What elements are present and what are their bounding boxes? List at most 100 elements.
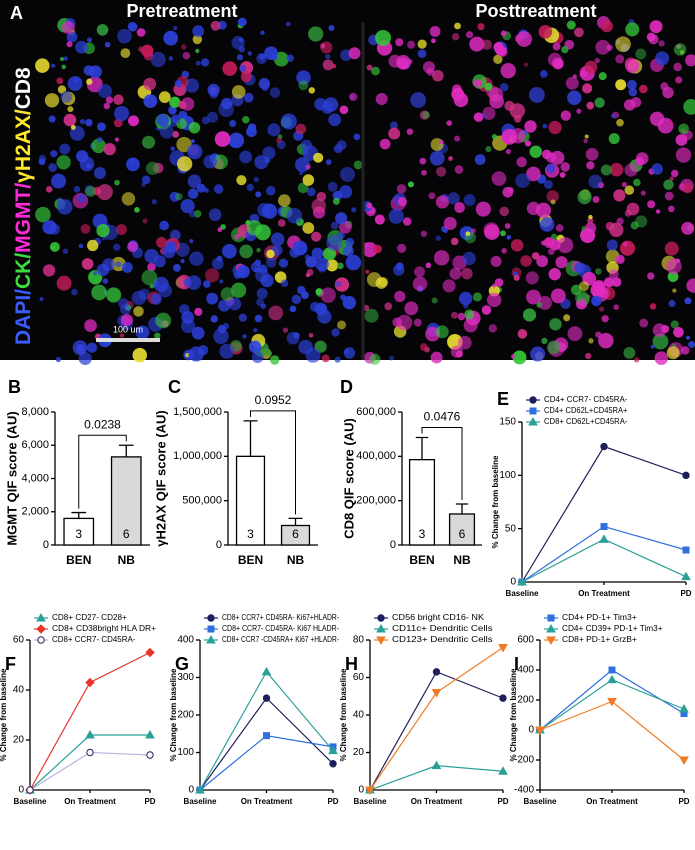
point xyxy=(600,442,608,451)
cell xyxy=(321,354,330,363)
y-tick-label: 80 xyxy=(353,635,365,646)
y-axis-label: CD8 QIF score (AU) xyxy=(341,418,356,539)
cell xyxy=(548,120,562,135)
cell xyxy=(343,347,356,359)
cell xyxy=(168,105,177,115)
image-title: Posttreatment xyxy=(475,1,596,21)
cell xyxy=(321,102,334,114)
cell xyxy=(266,350,272,357)
cell xyxy=(174,79,183,88)
cell xyxy=(170,146,176,152)
x-tick-label: PD xyxy=(327,797,338,806)
cell xyxy=(62,248,69,254)
cell xyxy=(566,20,576,30)
point xyxy=(263,732,270,740)
cell xyxy=(233,142,238,147)
cell xyxy=(500,83,509,92)
cell xyxy=(588,174,603,189)
cell xyxy=(672,288,677,293)
cell xyxy=(113,243,121,251)
cell xyxy=(96,24,109,36)
cell xyxy=(655,209,661,214)
cell xyxy=(141,44,154,57)
x-tick-label: PD xyxy=(680,589,691,598)
cell xyxy=(327,181,338,192)
cell xyxy=(291,294,302,304)
cell xyxy=(286,54,294,62)
point xyxy=(607,674,617,684)
cell xyxy=(510,128,526,144)
cell xyxy=(298,339,313,355)
point xyxy=(431,760,442,770)
cell xyxy=(615,54,625,64)
point xyxy=(26,786,34,794)
cell xyxy=(493,41,504,52)
x-tick-label: Baseline xyxy=(506,589,539,598)
cell xyxy=(115,261,122,268)
cell xyxy=(616,217,624,225)
p-value: 0.0952 xyxy=(255,393,292,407)
y-tick-label: 0 xyxy=(216,539,222,551)
cell xyxy=(264,157,271,164)
cell xyxy=(280,113,297,130)
cell xyxy=(448,156,453,161)
cell xyxy=(578,281,590,292)
cell xyxy=(640,190,646,196)
cell xyxy=(306,187,316,197)
cell xyxy=(567,90,582,105)
cell xyxy=(120,304,131,315)
cell xyxy=(625,58,640,74)
cell xyxy=(187,188,199,199)
cell xyxy=(439,139,444,145)
cell xyxy=(75,40,88,54)
cell xyxy=(609,162,624,177)
cell xyxy=(97,136,103,143)
point xyxy=(682,546,690,554)
cell xyxy=(66,41,73,48)
cell xyxy=(429,26,441,37)
legend-marker xyxy=(207,614,215,622)
cell xyxy=(48,163,57,172)
cell xyxy=(330,221,339,230)
legend-label: CD8+ CCR7- CD45RA- Ki67 HLADR- xyxy=(222,624,339,633)
cell xyxy=(594,57,600,64)
y-tick-label: 1,500,000 xyxy=(173,406,222,418)
cell xyxy=(220,224,226,230)
cell xyxy=(35,206,51,223)
cell xyxy=(243,92,254,103)
cell xyxy=(331,328,340,337)
cell xyxy=(451,311,459,319)
point xyxy=(329,760,337,768)
cell xyxy=(188,346,204,362)
cell xyxy=(570,284,582,296)
cell xyxy=(615,79,627,91)
cell xyxy=(605,221,615,231)
y-tick-label: 0 xyxy=(390,539,396,551)
cell xyxy=(214,131,231,147)
cell xyxy=(388,127,401,140)
cell xyxy=(516,156,527,168)
cell xyxy=(499,206,509,217)
panel-label: A xyxy=(10,3,23,23)
cell xyxy=(254,155,269,170)
cell xyxy=(239,244,253,259)
cell xyxy=(630,221,639,230)
cell xyxy=(668,205,675,213)
point xyxy=(599,534,609,543)
legend-marker xyxy=(36,624,46,634)
cell xyxy=(536,255,549,268)
cell xyxy=(506,235,512,240)
cell xyxy=(96,223,110,238)
x-tick-label: On Treatment xyxy=(586,797,638,806)
cell xyxy=(584,134,589,139)
cell xyxy=(311,198,327,214)
cell xyxy=(342,245,354,257)
point xyxy=(328,745,338,755)
cell xyxy=(316,191,327,202)
cell xyxy=(170,229,181,241)
error-bar xyxy=(118,444,134,457)
cell xyxy=(273,51,289,67)
cell xyxy=(450,345,463,358)
cell xyxy=(485,146,492,153)
cell xyxy=(528,87,545,103)
